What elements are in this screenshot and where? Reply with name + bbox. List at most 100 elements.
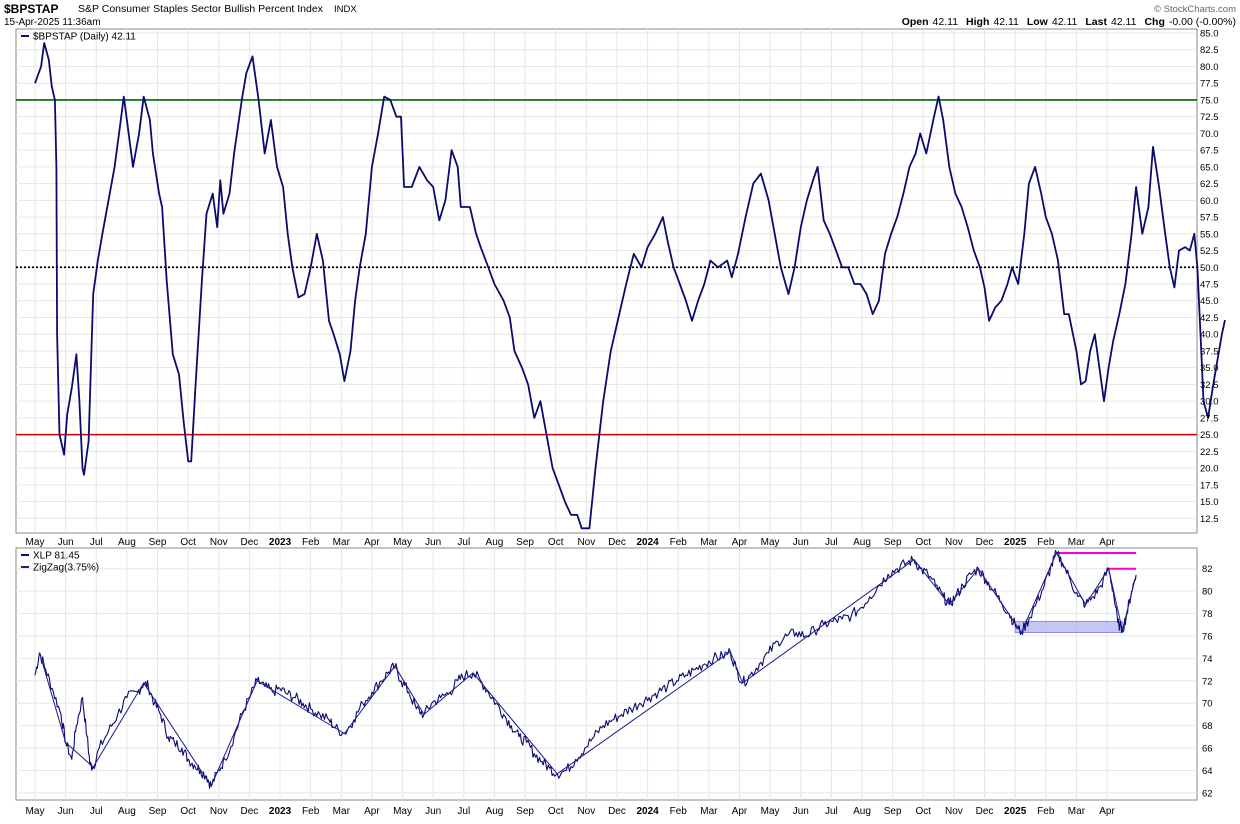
y-tick-label: 15.0: [1200, 497, 1219, 508]
x-tick-label: Jul: [825, 537, 838, 548]
y-tick-label: 66: [1202, 744, 1213, 755]
x-tick-label: Oct: [548, 537, 564, 548]
x-tick-label: Mar: [333, 806, 351, 817]
y-tick-label: 70.0: [1200, 129, 1219, 140]
x-tick-label: 2023: [269, 537, 292, 548]
y-tick-label: 12.5: [1200, 514, 1219, 525]
x-tick-label: Dec: [976, 537, 994, 548]
x-tick-label: 2023: [269, 806, 292, 817]
x-tick-label: Oct: [180, 806, 196, 817]
xlp-plot-frame: [15, 547, 1198, 801]
x-tick-label: Apr: [364, 537, 380, 548]
legend-label: ZigZag(3.75%): [33, 563, 99, 574]
y-tick-label: 20.0: [1200, 464, 1219, 475]
y-tick-label: 52.5: [1200, 246, 1219, 257]
x-tick-label: Feb: [302, 537, 320, 548]
x-tick-label: Nov: [577, 537, 595, 548]
x-tick-label: Mar: [1068, 806, 1086, 817]
x-tick-label: Feb: [670, 537, 688, 548]
xlp-series: [34, 549, 1137, 789]
x-tick-label: Sep: [149, 537, 167, 548]
x-tick-label: Feb: [302, 806, 320, 817]
x-tick-label: 2025: [1004, 537, 1027, 548]
x-tick-label: May: [393, 806, 412, 817]
bpi-y-axis: 85.0 82.5 80.0 77.5 75.0 72.5 70.0 67.5 65.0 62.5…: [1200, 29, 1219, 525]
x-tick-label: Jun: [58, 806, 74, 817]
y-tick-label: 17.5: [1200, 480, 1219, 491]
x-tick-label: Dec: [241, 806, 259, 817]
x-tick-label: Apr: [1099, 537, 1115, 548]
x-tick-label: Mar: [700, 806, 718, 817]
y-tick-label: 75.0: [1200, 95, 1219, 106]
bpi-x-axis: May Jun Jul Aug Sep Oct Nov Dec 2023 Feb Mar Apr May…: [26, 537, 1116, 548]
x-tick-label: Apr: [364, 806, 380, 817]
y-tick-label: 57.5: [1200, 213, 1219, 224]
x-tick-label: Jun: [425, 537, 441, 548]
xlp-annotations: [1014, 552, 1137, 633]
x-tick-label: Dec: [608, 537, 626, 548]
x-tick-label: May: [26, 537, 45, 548]
x-tick-label: Jul: [825, 806, 838, 817]
x-tick-label: Sep: [516, 806, 534, 817]
y-tick-label: 78: [1202, 609, 1213, 620]
quote-label: Low: [1027, 16, 1049, 28]
x-tick-label: Apr: [1099, 806, 1115, 817]
exchange-label: INDX: [334, 4, 357, 15]
x-tick-label: Aug: [486, 537, 504, 548]
y-tick-label: 80: [1202, 587, 1213, 598]
quote-value: 42.11: [1111, 16, 1137, 28]
x-tick-label: Aug: [118, 537, 136, 548]
x-tick-label: Aug: [853, 537, 871, 548]
y-tick-label: 55.0: [1200, 229, 1219, 240]
x-tick-label: Jul: [90, 537, 103, 548]
y-tick-label: 68: [1202, 721, 1213, 732]
y-tick-label: 82.5: [1200, 45, 1219, 56]
x-tick-label: Mar: [700, 537, 718, 548]
y-tick-label: 32.5: [1200, 380, 1219, 391]
x-tick-label: 2024: [636, 537, 659, 548]
y-tick-label: 50.0: [1200, 263, 1219, 274]
x-tick-label: Feb: [670, 806, 688, 817]
chart-title: S&P Consumer Staples Sector Bullish Perc…: [78, 3, 324, 15]
y-tick-label: 40.0: [1200, 330, 1219, 341]
x-tick-label: Jul: [457, 806, 470, 817]
y-tick-label: 70: [1202, 699, 1213, 710]
x-tick-label: Jun: [58, 537, 74, 548]
bpi-series: [34, 42, 1226, 530]
watermark: © StockCharts.com: [1154, 4, 1236, 15]
y-tick-label: 37.5: [1200, 346, 1219, 357]
quote-value: 42.11: [993, 16, 1019, 28]
y-tick-label: 82: [1202, 564, 1213, 575]
x-tick-label: Sep: [884, 806, 902, 817]
zigzag-line: [39, 551, 1137, 788]
y-tick-label: 60.0: [1200, 196, 1219, 207]
x-tick-label: 2025: [1004, 806, 1027, 817]
x-tick-label: Feb: [1037, 537, 1055, 548]
x-tick-label: Oct: [915, 537, 931, 548]
y-tick-label: 67.5: [1200, 146, 1219, 157]
xlp-x-axis: May Jun Jul Aug Sep Oct Nov Dec 2023 Feb Mar Apr May…: [26, 806, 1116, 817]
y-tick-label: 72.5: [1200, 112, 1219, 123]
quote-value: -0.00 (-0.00%): [1169, 16, 1236, 28]
x-tick-label: Nov: [945, 537, 963, 548]
xlp-y-axis: 82 80 78 76 74 72 70 68 66 64 62: [1202, 564, 1213, 799]
x-tick-label: Aug: [853, 806, 871, 817]
x-tick-label: May: [761, 537, 780, 548]
bpi-reference-lines: [16, 99, 1197, 436]
x-tick-label: May: [761, 806, 780, 817]
y-tick-label: 45.0: [1200, 296, 1219, 307]
y-tick-label: 65.0: [1200, 162, 1219, 173]
x-tick-label: Jun: [425, 806, 441, 817]
bpi-legend: $BPSTAP (Daily) 42.11: [21, 32, 136, 43]
x-tick-label: Apr: [732, 537, 748, 548]
bpi-panel: 85.0 82.5 80.0 77.5 75.0 72.5 70.0 67.5 65.0 62.5…: [15, 28, 1226, 534]
bpi-plot-frame: [15, 28, 1198, 534]
y-tick-label: 62.5: [1200, 179, 1219, 190]
x-tick-label: Feb: [1037, 806, 1055, 817]
xlp-gridlines: [16, 548, 1197, 800]
y-tick-label: 47.5: [1200, 280, 1219, 291]
y-tick-label: 74: [1202, 654, 1213, 665]
x-tick-label: Nov: [210, 806, 228, 817]
y-tick-label: 85.0: [1200, 29, 1219, 40]
